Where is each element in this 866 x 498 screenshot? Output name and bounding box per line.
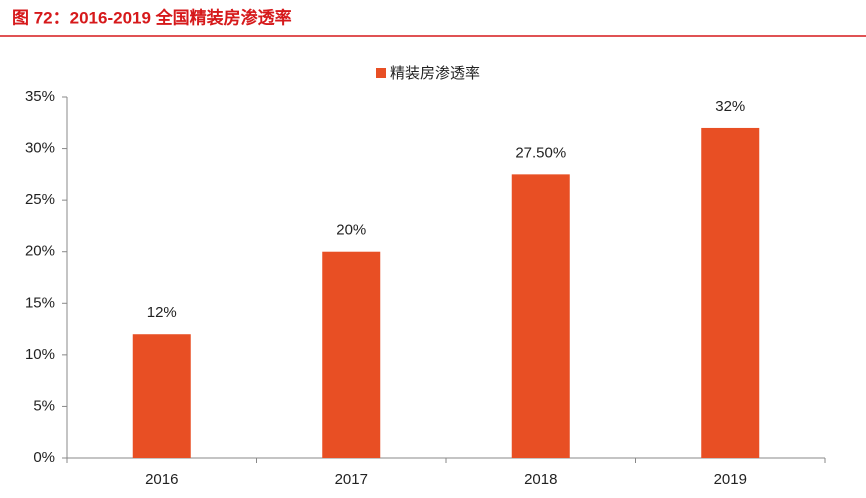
y-tick-label: 5% xyxy=(33,397,55,414)
data-label: 27.50% xyxy=(515,144,566,161)
x-tick-label: 2019 xyxy=(714,471,747,488)
legend-swatch xyxy=(376,68,386,78)
data-label: 20% xyxy=(336,222,366,239)
x-tick-label: 2017 xyxy=(335,471,368,488)
data-label: 32% xyxy=(715,98,745,115)
x-tick-label: 2016 xyxy=(145,471,178,488)
data-label: 12% xyxy=(147,304,177,321)
bar xyxy=(701,127,760,458)
bar xyxy=(132,334,191,458)
y-tick-label: 20% xyxy=(25,243,55,260)
chart-title: 图 72：2016-2019 全国精装房渗透率 xyxy=(12,7,292,27)
y-tick-label: 15% xyxy=(25,294,55,311)
y-tick-label: 0% xyxy=(33,449,55,466)
y-tick-label: 30% xyxy=(25,140,55,157)
y-tick-label: 35% xyxy=(25,88,55,105)
y-tick-label: 25% xyxy=(25,191,55,208)
y-tick-label: 10% xyxy=(25,346,55,363)
x-tick-label: 2018 xyxy=(524,471,557,488)
bar xyxy=(511,174,570,458)
legend-label: 精装房渗透率 xyxy=(390,65,480,82)
bar xyxy=(322,251,381,458)
